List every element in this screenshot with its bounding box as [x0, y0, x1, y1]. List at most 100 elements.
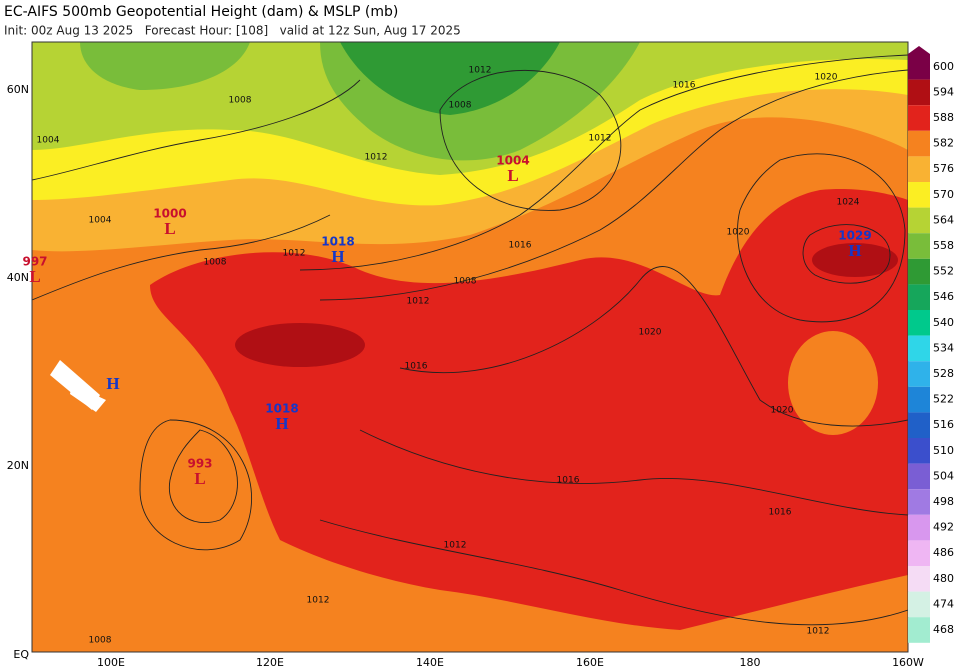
lat-label: 60N [7, 83, 29, 96]
lat-label: 40N [7, 271, 29, 284]
pressure-center: L [29, 267, 40, 286]
colorbar-label: 582 [933, 137, 954, 150]
lon-label: 180 [740, 656, 761, 669]
colorbar-label: 486 [933, 546, 954, 559]
colorbar-label: 522 [933, 393, 954, 406]
colorbar-label: 474 [933, 597, 954, 610]
colorbar-label: 576 [933, 162, 954, 175]
isobar-label: 1020 [815, 73, 838, 83]
colorbar-label: 468 [933, 623, 954, 636]
isobar-label: 1020 [771, 406, 794, 416]
pressure-value: 997 [22, 255, 47, 269]
lon-label: 140E [416, 656, 444, 669]
colorbar: 600 594 588 582 576 570 564 558 552 546 540 534 528 5… [908, 54, 954, 643]
colorbar-swatch [908, 566, 930, 592]
colorbar-label: 570 [933, 188, 954, 201]
isobar-label: 1020 [639, 328, 662, 338]
colorbar-swatch [908, 591, 930, 618]
isobar-label: 1012 [444, 541, 467, 551]
isobar-label: 1016 [673, 81, 696, 91]
pressure-value: 1004 [496, 154, 529, 168]
pressure-value: 1018 [321, 235, 354, 249]
pressure-center: L [164, 219, 175, 238]
colorbar-swatch [908, 463, 930, 490]
lon-label: 120E [256, 656, 284, 669]
colorbar-label: 546 [933, 290, 954, 303]
colorbar-label: 510 [933, 444, 954, 457]
pressure-center: L [507, 166, 518, 185]
colorbar-swatch [908, 105, 930, 131]
colorbar-label: 528 [933, 367, 954, 380]
isobar-label: 1004 [89, 216, 112, 226]
colorbar-label: 564 [933, 213, 954, 226]
colorbar-label: 498 [933, 495, 954, 508]
colorbar-label: 480 [933, 572, 954, 585]
colorbar-label: 588 [933, 111, 954, 124]
colorbar-swatch [908, 79, 930, 106]
colorbar-swatch [908, 514, 930, 541]
isobar-label: 1008 [204, 258, 227, 268]
lon-label: 160E [576, 656, 604, 669]
colorbar-swatch [908, 284, 930, 310]
colorbar-swatch [908, 412, 930, 438]
isobar-label: 1012 [589, 134, 612, 144]
colorbar-swatch [908, 386, 930, 413]
isobar-label: 1012 [283, 249, 306, 259]
map-field [32, 42, 908, 652]
colorbar-swatch [908, 182, 930, 208]
isobar-label: 1016 [405, 362, 428, 372]
colorbar-label: 600 [933, 60, 954, 73]
colorbar-swatch [908, 310, 930, 336]
colorbar-swatch [908, 130, 930, 157]
colorbar-label: 516 [933, 418, 954, 431]
pressure-value: 1029 [838, 229, 871, 243]
colorbar-swatch [908, 489, 930, 515]
lon-label: 160W [892, 656, 924, 669]
lat-label: EQ [13, 648, 29, 661]
isobar-label: 1012 [365, 153, 388, 163]
pressure-center: H [106, 374, 119, 393]
pressure-center: L [194, 469, 205, 488]
colorbar-label: 492 [933, 521, 954, 534]
colorbar-label: 504 [933, 469, 954, 482]
isobar-label: 1024 [837, 198, 860, 208]
colorbar-label: 552 [933, 265, 954, 278]
isobar-label: 1020 [727, 228, 750, 238]
pressure-value: 1018 [265, 402, 298, 416]
isobar-label: 1008 [89, 636, 112, 646]
isobar-label: 1016 [769, 508, 792, 518]
title: EC-AIFS 500mb Geopotential Height (dam) … [4, 4, 398, 20]
colorbar-swatch [908, 335, 930, 362]
colorbar-swatch [908, 361, 930, 387]
pressure-center: H [331, 247, 344, 266]
isobar-label: 1004 [37, 136, 60, 146]
pressure-center: H [275, 414, 288, 433]
lat-label: 20N [7, 459, 29, 472]
pressure-value: 1000 [153, 207, 186, 221]
colorbar-swatch [908, 540, 930, 566]
isobar-label: 1012 [307, 596, 330, 606]
isobar-label: 1012 [407, 297, 430, 307]
colorbar-swatch [908, 233, 930, 259]
isobar-label: 1012 [469, 66, 492, 76]
colorbar-swatch [908, 438, 930, 464]
isobar-label: 1008 [229, 96, 252, 106]
colorbar-label: 558 [933, 239, 954, 252]
isobar-label: 1008 [449, 101, 472, 111]
colorbar-swatch [908, 258, 930, 285]
colorbar-label: 540 [933, 316, 954, 329]
lon-label: 100E [97, 656, 125, 669]
colorbar-swatch [908, 156, 930, 182]
colorbar-cap [908, 46, 930, 54]
pressure-value: 993 [187, 457, 212, 471]
pressure-center: H [848, 241, 861, 260]
isobar-label: 1016 [557, 476, 580, 486]
colorbar-swatch [908, 617, 930, 643]
isobar-label: 1008 [454, 277, 477, 287]
isobar-label: 1016 [509, 241, 532, 251]
colorbar-label: 534 [933, 341, 954, 354]
colorbar-label: 594 [933, 85, 954, 98]
subtitle: Init: 00z Aug 13 2025 Forecast Hour: [10… [4, 24, 461, 38]
